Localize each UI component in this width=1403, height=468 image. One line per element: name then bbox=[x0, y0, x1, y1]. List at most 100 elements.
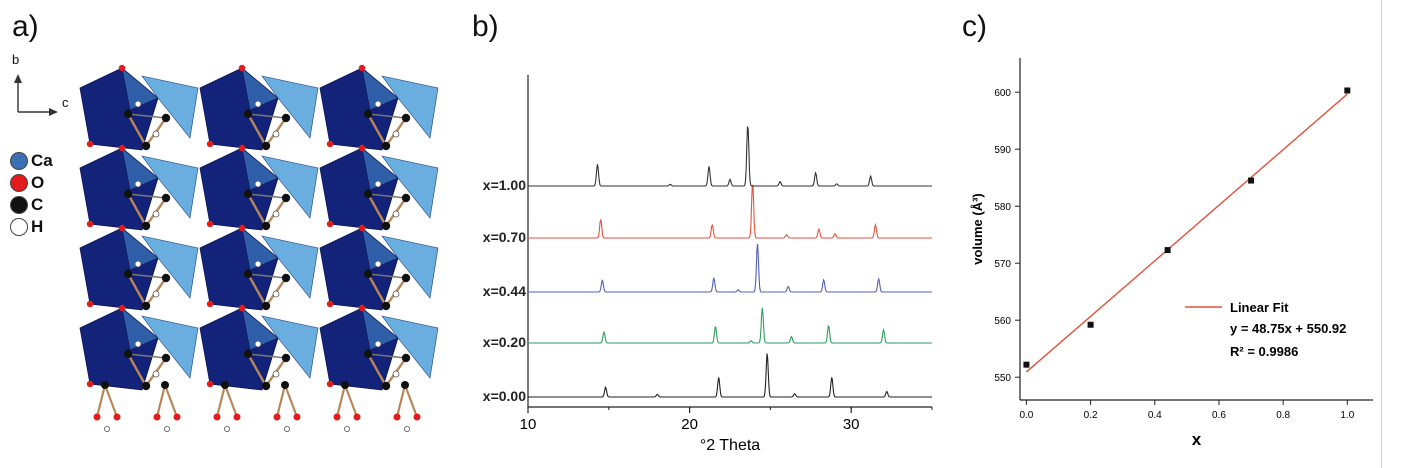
y-tick-label: 600 bbox=[994, 88, 1011, 99]
oxygen-atom bbox=[353, 413, 361, 421]
hydrogen-atom bbox=[223, 425, 230, 432]
oxygen-atom bbox=[358, 304, 366, 312]
polyhedron-face-mid bbox=[241, 67, 279, 111]
x-tick-label: 20 bbox=[681, 416, 698, 433]
carbon-atom bbox=[401, 353, 411, 363]
x-tick-label: 0.2 bbox=[1084, 410, 1098, 421]
legend-item-ca: Ca bbox=[10, 150, 53, 172]
ligand-bond bbox=[127, 353, 167, 359]
carbon-atom bbox=[341, 381, 349, 389]
ca-dot-icon bbox=[10, 152, 28, 170]
axis-b-label: b bbox=[12, 52, 20, 67]
ligand-bond bbox=[367, 353, 407, 359]
polyhedron-face-light bbox=[141, 315, 199, 379]
data-point bbox=[1248, 177, 1255, 184]
hydrogen-atom bbox=[343, 425, 350, 432]
x-axis-title: x bbox=[1192, 430, 1202, 449]
hydrogen-atom bbox=[374, 340, 382, 348]
crystal-structure-image bbox=[14, 64, 439, 432]
oxygen-atom bbox=[238, 144, 246, 152]
polyhedron-face-light bbox=[381, 235, 439, 299]
hydrogen-atom bbox=[152, 370, 160, 378]
c-dot-icon bbox=[10, 196, 28, 214]
hydrogen-atom bbox=[134, 100, 142, 108]
carbon-atom bbox=[281, 353, 291, 363]
ligand-bond bbox=[223, 384, 239, 418]
polyhedron-face-light bbox=[261, 155, 319, 219]
hydrogen-atom bbox=[152, 210, 160, 218]
oxygen-atom bbox=[293, 413, 301, 421]
polyhedron-face-mid bbox=[361, 67, 399, 111]
y-axis-title: volume (Å³) bbox=[970, 193, 985, 265]
oxygen-atom bbox=[153, 413, 161, 421]
data-point bbox=[1164, 247, 1171, 254]
oxygen-atom bbox=[118, 304, 126, 312]
oxygen-atom bbox=[326, 380, 334, 388]
hydrogen-atom bbox=[254, 180, 262, 188]
carbon-atom bbox=[123, 109, 133, 119]
ligand-bond bbox=[367, 193, 407, 199]
carbon-atom bbox=[221, 381, 229, 389]
legend-label-ca: Ca bbox=[31, 151, 53, 170]
carbon-atom bbox=[161, 273, 171, 283]
carbon-atom bbox=[363, 109, 373, 119]
polyhedron-face-mid bbox=[121, 147, 159, 191]
ligand-bond bbox=[126, 113, 148, 147]
oxygen-atom bbox=[238, 224, 246, 232]
y-tick-label: 590 bbox=[994, 145, 1011, 156]
polyhedron-face-mid bbox=[121, 67, 159, 111]
polyhedron-face-light bbox=[381, 315, 439, 379]
carbon-atom bbox=[281, 193, 291, 203]
axis-c-label: c bbox=[62, 95, 69, 110]
hydrogen-atom bbox=[152, 290, 160, 298]
hydrogen-atom bbox=[104, 425, 111, 432]
ligand-bond bbox=[126, 193, 148, 227]
carbon-atom bbox=[401, 193, 411, 203]
x-tick-label: 30 bbox=[843, 416, 860, 433]
carbon-atom bbox=[123, 269, 133, 279]
carbon-atom bbox=[243, 109, 253, 119]
right-divider bbox=[1381, 0, 1382, 468]
ligand-bond bbox=[283, 384, 299, 418]
ligand-bond bbox=[247, 353, 287, 359]
carbon-atom bbox=[363, 269, 373, 279]
carbon-atom bbox=[281, 113, 291, 123]
ligand-bond bbox=[103, 384, 119, 418]
hydrogen-atom bbox=[374, 260, 382, 268]
ligand-bond bbox=[246, 113, 268, 147]
hydrogen-atom bbox=[134, 180, 142, 188]
carbon-atom bbox=[243, 189, 253, 199]
x-axis-title: °2 Theta bbox=[700, 437, 760, 454]
xrd-series-line bbox=[528, 184, 932, 239]
carbon-atom bbox=[381, 221, 391, 231]
data-point bbox=[1087, 321, 1094, 328]
xrd-chart: 10 20 30 °2 Theta x=0.00 x=0.20 x=0.44 x=0.70 x=… bbox=[483, 75, 933, 454]
y-tick-label: 560 bbox=[994, 316, 1011, 327]
ligand-bond bbox=[335, 384, 347, 418]
carbon-atom bbox=[243, 349, 253, 359]
hydrogen-atom bbox=[283, 425, 290, 432]
oxygen-atom bbox=[393, 413, 401, 421]
xrd-series-line bbox=[528, 307, 932, 344]
ligand-bond bbox=[246, 273, 268, 307]
hydrogen-atom bbox=[392, 370, 400, 378]
legend-item-h: H bbox=[10, 216, 53, 238]
carbon-atom bbox=[381, 381, 391, 391]
legend-label-o: O bbox=[31, 173, 45, 192]
hydrogen-atom bbox=[254, 340, 262, 348]
xrd-series-line bbox=[528, 243, 932, 293]
legend-label-c: C bbox=[31, 195, 44, 214]
carbon-atom bbox=[261, 301, 271, 311]
hydrogen-atom bbox=[272, 370, 280, 378]
hydrogen-atom bbox=[392, 130, 400, 138]
polyhedron-face-light bbox=[261, 75, 319, 139]
carbon-atom bbox=[281, 273, 291, 283]
carbon-atom bbox=[261, 381, 271, 391]
carbon-atom bbox=[161, 113, 171, 123]
carbon-atom bbox=[123, 349, 133, 359]
polyhedron-face-light bbox=[261, 315, 319, 379]
hydrogen-atom bbox=[134, 340, 142, 348]
oxygen-atom bbox=[358, 64, 366, 72]
carbon-atom bbox=[161, 353, 171, 363]
y-tick-label: 580 bbox=[994, 202, 1011, 213]
